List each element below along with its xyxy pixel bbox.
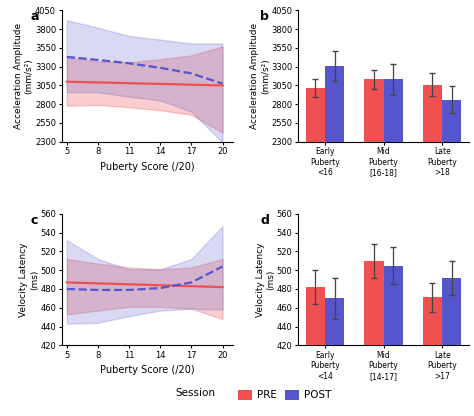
Bar [306, 88, 325, 314]
Text: c: c [31, 214, 38, 227]
Bar [442, 278, 462, 416]
Text: Session: Session [175, 388, 215, 398]
Bar [383, 265, 403, 416]
Text: b: b [260, 10, 269, 23]
Bar [383, 79, 403, 314]
Legend: PRE, POST: PRE, POST [238, 390, 331, 400]
Bar [325, 298, 345, 416]
Bar [365, 261, 383, 416]
Y-axis label: Velocity Latency
(ms): Velocity Latency (ms) [256, 243, 275, 317]
Text: a: a [31, 10, 39, 23]
X-axis label: Puberty Score (/20): Puberty Score (/20) [100, 162, 194, 172]
Y-axis label: Velocity Latency
(ms): Velocity Latency (ms) [19, 243, 39, 317]
Bar [423, 297, 442, 416]
Bar [442, 100, 462, 314]
Bar [306, 287, 325, 416]
Y-axis label: Acceleration Amplitude
(mm/s²): Acceleration Amplitude (mm/s²) [250, 23, 270, 129]
Text: d: d [260, 214, 269, 227]
Y-axis label: Acceleration Amplitude
(mm/s²): Acceleration Amplitude (mm/s²) [14, 23, 34, 129]
X-axis label: Puberty Score (/20): Puberty Score (/20) [100, 365, 194, 375]
Bar [365, 79, 383, 314]
Bar [325, 66, 345, 314]
Bar [423, 85, 442, 314]
